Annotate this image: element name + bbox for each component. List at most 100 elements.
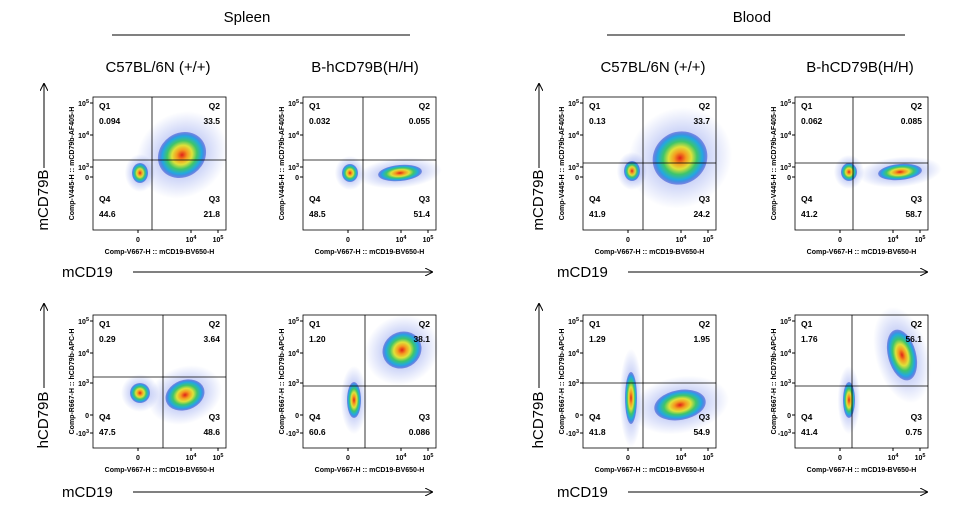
x-axis-label: Comp-V667-H :: mCD19-BV650-H	[807, 467, 917, 474]
quadrant-name: Q4	[589, 412, 601, 422]
tick-label: 0	[787, 175, 791, 182]
tick-exp: 3	[576, 163, 579, 169]
tick-label: 104	[568, 131, 580, 140]
quadrant-value: 0.094	[99, 116, 121, 126]
quadrant-name: Q3	[911, 194, 923, 204]
quadrant-name: Q2	[699, 319, 711, 329]
y-axis-label: Comp-R667-H :: hCD79b-APC-H	[559, 329, 566, 435]
tick-exp: 4	[403, 453, 407, 459]
tick-label: 105	[568, 99, 579, 108]
tick-exp: 5	[86, 99, 89, 105]
tick-label: 0	[626, 455, 630, 462]
tick-exp: 5	[922, 453, 925, 459]
tick-label: -103	[76, 429, 89, 438]
tick-label: 104	[568, 349, 580, 358]
quadrant-value: 56.1	[905, 334, 922, 344]
tick-label: 105	[703, 235, 714, 244]
quadrant-name: Q4	[801, 194, 813, 204]
tick-base: 10	[780, 101, 788, 108]
tick-base: 0	[626, 237, 630, 244]
column-header: B-hCD79B(H/H)	[311, 59, 419, 76]
tick-base: 10	[186, 455, 194, 462]
quadrant-value: 38.1	[413, 334, 430, 344]
tick-exp: 4	[576, 349, 580, 355]
tick-base: 10	[423, 455, 431, 462]
quadrant-value: 60.6	[309, 427, 326, 437]
tick-base: 0	[838, 455, 842, 462]
tick-exp: 4	[788, 349, 792, 355]
tick-label: 104	[676, 453, 688, 462]
tick-base: 10	[213, 237, 221, 244]
quadrant-value: 1.76	[801, 334, 818, 344]
y-axis-title: mCD79B	[530, 170, 547, 231]
event-density	[157, 131, 207, 179]
tick-exp: 4	[296, 131, 300, 137]
tick-exp: 3	[86, 379, 89, 385]
tick-exp: 5	[788, 99, 791, 105]
tick-exp: 4	[683, 453, 687, 459]
tick-exp: 5	[710, 453, 713, 459]
tick-base: 10	[288, 133, 296, 140]
quadrant-name: Q1	[309, 101, 321, 111]
tick-exp: 5	[296, 99, 299, 105]
tick-label: 105	[915, 453, 926, 462]
event-density	[342, 164, 358, 182]
tick-label: 103	[78, 379, 89, 388]
column-header: B-hCD79B(H/H)	[806, 59, 914, 76]
tick-base: 0	[575, 413, 579, 420]
quadrant-value: 1.95	[693, 334, 710, 344]
y-axis-label: Comp-R667-H :: hCD79b-APC-H	[279, 329, 286, 435]
quadrant-value: 41.4	[801, 427, 818, 437]
quadrant-value: 54.9	[693, 427, 710, 437]
tick-exp: 5	[576, 99, 579, 105]
tick-base: 10	[568, 381, 576, 388]
quadrant-name: Q2	[209, 319, 221, 329]
tick-label: 0	[787, 413, 791, 420]
quadrant-value: 3.64	[203, 334, 220, 344]
event-density	[165, 379, 205, 411]
tick-base: 10	[396, 455, 404, 462]
tick-base: 10	[676, 237, 684, 244]
tick-label: 104	[288, 131, 300, 140]
plot-frame	[582, 314, 717, 449]
tick-base: 0	[787, 175, 791, 182]
quadrant-value: 24.2	[693, 209, 710, 219]
event-density	[382, 331, 422, 369]
tick-label: 103	[780, 163, 791, 172]
tick-base: 10	[888, 237, 896, 244]
tick-base: 10	[78, 101, 86, 108]
tick-label: 103	[568, 163, 579, 172]
tick-exp: 4	[86, 131, 90, 137]
tick-exp: 4	[296, 349, 300, 355]
x-axis-title: mCD19	[557, 264, 608, 281]
tick-base: 0	[85, 175, 89, 182]
tick-base: 10	[288, 351, 296, 358]
quadrant-name: Q3	[209, 412, 221, 422]
quadrant-value: 0.032	[309, 116, 331, 126]
tick-base: 10	[568, 165, 576, 172]
tick-label: 0	[838, 237, 842, 244]
tick-label: -103	[566, 429, 579, 438]
tick-base: 10	[288, 381, 296, 388]
quadrant-name: Q2	[911, 319, 923, 329]
quadrant-value: 41.2	[801, 209, 818, 219]
tick-exp: 5	[86, 317, 89, 323]
tick-label: 0	[85, 413, 89, 420]
tick-label: 105	[213, 453, 224, 462]
tick-label: 103	[78, 163, 89, 172]
x-axis-label: Comp-V667-H :: mCD19-BV650-H	[807, 249, 917, 256]
tick-exp: 3	[86, 429, 89, 435]
tick-label: 105	[780, 317, 791, 326]
tick-base: 10	[568, 351, 576, 358]
quadrant-value: 48.5	[309, 209, 326, 219]
tick-base: 10	[780, 381, 788, 388]
tick-exp: 5	[576, 317, 579, 323]
plot-frame	[302, 314, 437, 449]
quadrant-value: 58.7	[905, 209, 922, 219]
tick-exp: 3	[576, 429, 579, 435]
tick-label: -103	[778, 429, 791, 438]
quadrant-name: Q3	[699, 412, 711, 422]
tick-exp: 3	[296, 379, 299, 385]
event-density	[654, 389, 706, 421]
